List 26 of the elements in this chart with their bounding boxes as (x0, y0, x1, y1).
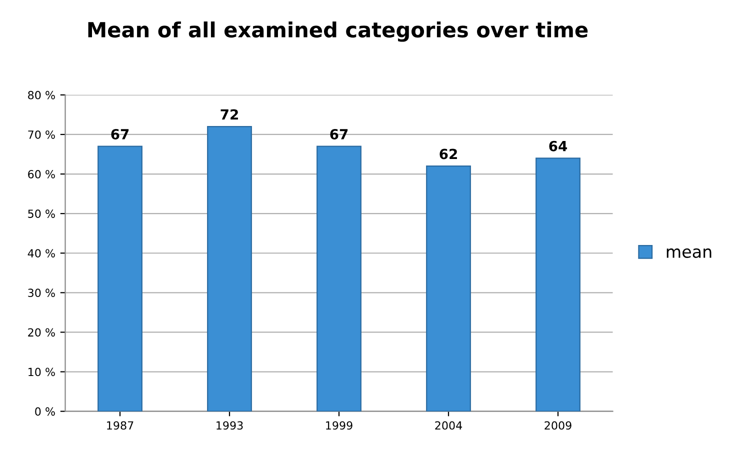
y-tick-label: 20 % (28, 328, 55, 337)
x-tick-label: 1993 (216, 421, 243, 430)
x-tick-label: 2004 (435, 421, 462, 430)
data-label: 67 (111, 128, 129, 140)
y-tick-label: 80 % (28, 90, 55, 100)
y-tick-label: 0 % (35, 407, 55, 416)
y-tick-label: 10 % (28, 368, 55, 376)
x-tick-label: 1987 (107, 421, 134, 430)
bar (207, 126, 252, 412)
y-tick-label: 50 % (28, 210, 55, 218)
x-tick-label: 1999 (326, 421, 352, 430)
data-label: 62 (440, 148, 457, 160)
chart-title: Mean of all examined categories over time (88, 21, 588, 42)
x-tick-label: 2009 (544, 421, 572, 430)
data-label: 64 (549, 140, 568, 152)
y-tick-label: 60 % (28, 170, 55, 178)
bar (316, 146, 362, 412)
y-tick-label: 70 % (28, 130, 55, 139)
data-label: 67 (330, 128, 348, 140)
bar (536, 158, 580, 412)
bar (426, 166, 471, 412)
legend-label: mean (666, 248, 712, 258)
data-label: 72 (220, 109, 238, 120)
y-tick-label: 30 % (28, 288, 55, 298)
y-tick-label: 40 % (28, 249, 55, 258)
bar (98, 146, 142, 412)
